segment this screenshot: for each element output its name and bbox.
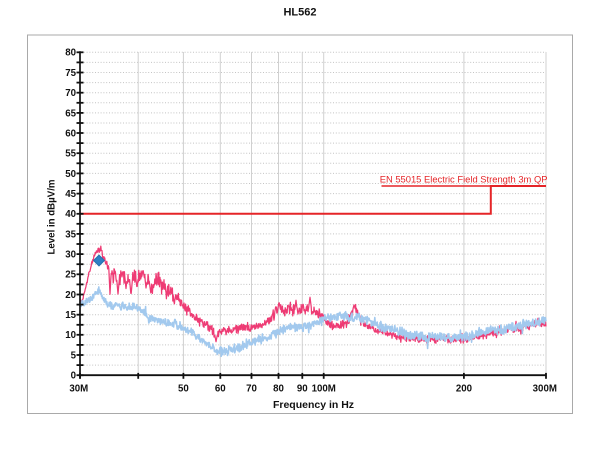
- svg-text:300M: 300M: [533, 383, 557, 394]
- svg-text:Level in dBµV/m: Level in dBµV/m: [47, 179, 58, 254]
- svg-text:EN 55015 Electric Field Streng: EN 55015 Electric Field Strength 3m QP: [380, 173, 548, 184]
- svg-text:90: 90: [297, 383, 308, 394]
- svg-text:70: 70: [65, 88, 76, 99]
- svg-text:200: 200: [456, 383, 472, 394]
- svg-text:80: 80: [65, 48, 76, 59]
- svg-text:5: 5: [71, 350, 77, 361]
- svg-text:100M: 100M: [312, 383, 336, 394]
- svg-text:75: 75: [65, 68, 76, 79]
- svg-text:55: 55: [65, 149, 76, 160]
- svg-text:60: 60: [215, 383, 226, 394]
- svg-text:30: 30: [65, 250, 76, 261]
- svg-text:80: 80: [273, 383, 284, 394]
- svg-text:0: 0: [71, 371, 76, 382]
- svg-text:50: 50: [178, 383, 189, 394]
- svg-text:15: 15: [65, 310, 76, 321]
- svg-text:45: 45: [65, 189, 76, 200]
- svg-text:50: 50: [65, 169, 76, 180]
- svg-text:25: 25: [65, 270, 76, 281]
- svg-text:40: 40: [65, 209, 76, 220]
- svg-text:20: 20: [65, 290, 76, 301]
- svg-text:10: 10: [65, 330, 76, 341]
- svg-text:60: 60: [65, 128, 76, 139]
- svg-text:30M: 30M: [69, 383, 88, 394]
- svg-text:65: 65: [65, 108, 76, 119]
- svg-text:70: 70: [246, 383, 257, 394]
- svg-text:Frequency in Hz: Frequency in Hz: [273, 399, 354, 411]
- svg-text:HL562: HL562: [283, 7, 316, 19]
- svg-text:35: 35: [65, 229, 76, 240]
